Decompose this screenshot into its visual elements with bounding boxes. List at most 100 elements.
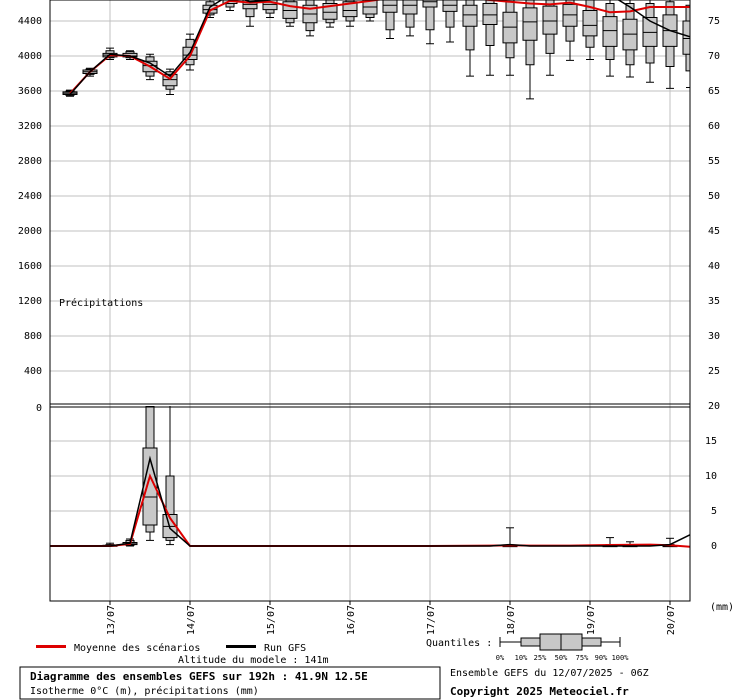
isotherme-box [162,68,178,95]
y-tick-label-left: 3600 [18,86,42,97]
isotherme-box-inner [462,4,478,27]
x-tick-label: 19/07 [586,605,597,635]
x-tick-label: 16/07 [346,605,357,635]
isotherme-box [382,0,398,39]
isotherme-box [502,0,518,76]
y-tick-label-right: 10 [705,471,717,482]
y-tick-label-left: 2400 [18,191,42,202]
isotherme-box [302,0,318,37]
isotherme-box [542,0,558,76]
isotherme-box-inner [582,10,598,37]
y-tick-label-left: 0 [36,403,42,414]
isotherme-box [362,0,378,22]
x-tick-label: 14/07 [186,605,197,635]
y-tick-label-left: 3200 [18,121,42,132]
isotherme-gfs-line [69,0,690,95]
quantile-tick-label: 50% [555,654,568,662]
isotherme-plot [62,0,690,100]
y-tick-label-left: 4400 [18,16,42,27]
mean-legend-label: Moyenne des scénarios [74,642,200,654]
quantile-tick-labels: 0% 10% 25% 50% 75% 90% 100% [496,654,629,662]
precip-box [162,406,178,546]
diagram-subtitle: Isotherme 0°C (m), précipitations (mm) [30,685,259,697]
y-tick-label-right: 50 [708,191,720,202]
y-tick-label-left: 1600 [18,261,42,272]
mean-legend-swatch [36,645,66,648]
ensemble-run: Ensemble GEFS du 12/07/2025 - 06Z [450,668,649,679]
isotherme-box [522,0,538,100]
isotherme-box-inner [542,5,558,35]
precipitation-label: Précipitations [59,297,143,309]
quantile-tick-label: 100% [612,654,630,662]
isotherme-box [582,0,598,60]
isotherme-box-inner [682,20,690,55]
x-tick-label: 17/07 [426,605,437,635]
isotherme-box [442,0,458,43]
isotherme-box [682,0,690,88]
isotherme-box [462,0,478,77]
isotherme-box [242,0,258,27]
altitude-label: Altitude du modele : 141m [178,655,329,666]
quantile-tick-label: 25% [534,654,547,662]
isotherme-box [642,0,658,83]
isotherme-box [282,0,298,27]
quantiles-legend-label: Quantiles : [426,638,492,649]
axes: 0400800120016002000240028003200360040004… [18,0,734,635]
precip-gfs-line [50,455,690,547]
isotherme-box [262,0,278,18]
isotherme-box [622,0,638,78]
isotherme-box [482,0,498,76]
y-tick-label-left: 2000 [18,226,42,237]
y-tick-label-right: 45 [708,226,720,237]
isotherme-box-inner [382,0,398,13]
isotherme-box-outer [425,0,435,31]
isotherme-box [422,0,438,45]
copyright: Copyright 2025 Meteociel.fr [450,685,629,698]
isotherme-box-inner [402,0,418,15]
isotherme-mean-line [69,0,690,95]
quantile-legend-glyph [499,633,621,651]
legend: Moyenne des scénarios Run GFS Quantiles … [36,633,629,662]
diagram-title: Diagramme des ensembles GEFS sur 192h : … [30,670,368,683]
x-tick-label: 13/07 [106,605,117,635]
isotherme-box-inner [422,0,438,8]
quantile-tick-label: 10% [515,654,528,662]
isotherme-box [562,0,578,61]
gfs-legend-swatch [226,645,256,648]
x-tick-label: 20/07 [666,605,677,635]
y-tick-label-right: 35 [708,296,720,307]
isotherme-box-inner [482,3,498,25]
isotherme-box [402,0,418,37]
gfs-legend-label: Run GFS [264,643,306,654]
precip-box [502,527,518,548]
y-tick-label-right: 70 [708,51,720,62]
quantile-tick-label: 75% [576,654,589,662]
y-tick-label-right: 30 [708,331,720,342]
isotherme-box-inner [522,7,538,41]
y-tick-label-right: 15 [705,436,717,447]
y-tick-label-right: 60 [708,121,720,132]
isotherme-box [602,0,618,77]
x-tick-label: 18/07 [506,605,517,635]
precip-box [142,406,158,541]
y-tick-label-right: 40 [708,261,720,272]
y-tick-label-left: 4000 [18,51,42,62]
y-tick-label-left: 1200 [18,296,42,307]
y-tick-label-right: 75 [708,16,720,27]
y-tick-label-right: 55 [708,156,720,167]
y-tick-label-left: 800 [24,331,42,342]
y-tick-label-right: 25 [708,366,720,377]
precipitation-plot [50,406,690,548]
plot-frame [49,0,691,602]
isotherme-box [662,0,678,89]
y-tick-label-right: 5 [711,506,717,517]
isotherme-box [322,0,338,28]
y-tick-label-right: 65 [708,86,720,97]
y-tick-label-left: 2800 [18,156,42,167]
y-tick-label-left: 400 [24,366,42,377]
isotherme-box-inner [342,1,358,18]
isotherme-box-inner [602,16,618,47]
unit-label: (mm) [710,602,734,613]
y-tick-label-right: 0 [711,541,717,552]
